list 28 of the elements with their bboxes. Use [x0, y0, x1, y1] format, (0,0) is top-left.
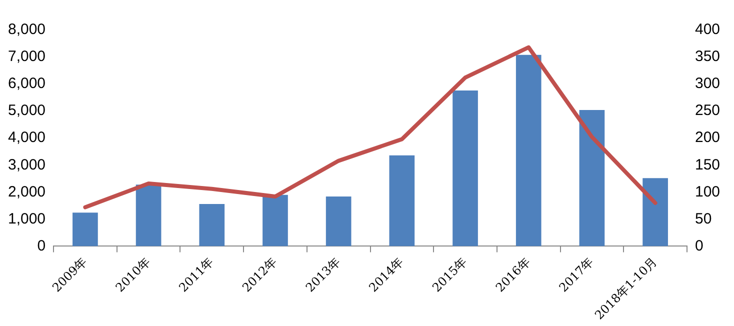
- y2-tick-label: 100: [694, 183, 720, 200]
- bar: [452, 90, 478, 246]
- bar: [262, 194, 288, 246]
- bar: [326, 196, 352, 246]
- y2-tick-label: 350: [694, 48, 720, 66]
- y-tick-label: 6,000: [8, 75, 46, 92]
- bar: [389, 155, 415, 246]
- y2-tick-label: 150: [694, 156, 720, 174]
- y-tick-label: 8,000: [8, 21, 46, 38]
- bar: [136, 184, 162, 246]
- y-tick-label: 0: [37, 237, 46, 254]
- y-tick-label: 1,000: [8, 210, 46, 228]
- y-tick-label: 4,000: [8, 129, 46, 146]
- y-tick-label: 2,000: [8, 183, 46, 200]
- bar: [72, 212, 98, 246]
- y-tick-label: 5,000: [8, 102, 46, 120]
- bar: [516, 54, 542, 246]
- y-tick-label: 7,000: [8, 48, 46, 66]
- y-tick-label: 3,000: [8, 156, 46, 174]
- y2-tick-label: 400: [694, 21, 720, 38]
- y2-tick-label: 300: [694, 75, 720, 92]
- bar: [579, 110, 605, 246]
- bar: [642, 178, 668, 246]
- y2-tick-label: 0: [694, 237, 704, 254]
- bar: [199, 204, 225, 246]
- y2-tick-label: 50: [694, 210, 712, 228]
- y2-tick-label: 250: [694, 102, 720, 120]
- y2-tick-label: 200: [694, 129, 720, 146]
